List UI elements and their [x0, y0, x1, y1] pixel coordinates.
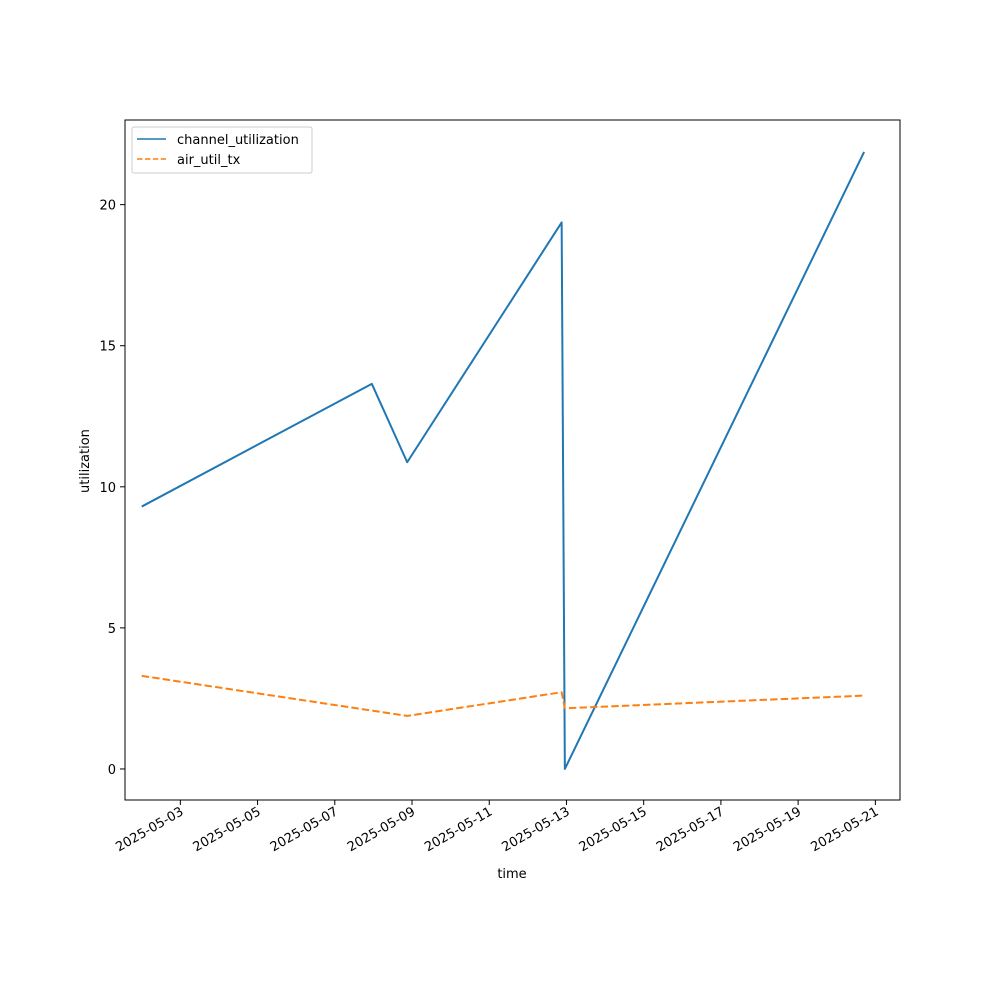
y-tick-label: 0: [108, 763, 116, 778]
y-tick-label: 20: [99, 199, 116, 214]
y-tick-label: 15: [99, 340, 116, 355]
series-line-channel-utilization: [141, 151, 865, 770]
series-layer: [141, 151, 865, 770]
legend-label-channel-utilization: channel_utilization: [177, 133, 299, 148]
legend: channel_utilization air_util_tx: [131, 126, 313, 174]
y-tick-label: 5: [108, 622, 116, 637]
legend-box: [131, 126, 313, 174]
plot-frame: [124, 119, 901, 801]
y-axis-label: utilization: [78, 429, 93, 493]
y-axis: 0 5 10 15 20: [99, 199, 125, 778]
y-tick-label: 10: [99, 481, 116, 496]
legend-label-air-util-tx: air_util_tx: [177, 153, 241, 168]
series-line-air-util-tx: [141, 674, 865, 717]
x-axis-label: time: [497, 867, 526, 882]
